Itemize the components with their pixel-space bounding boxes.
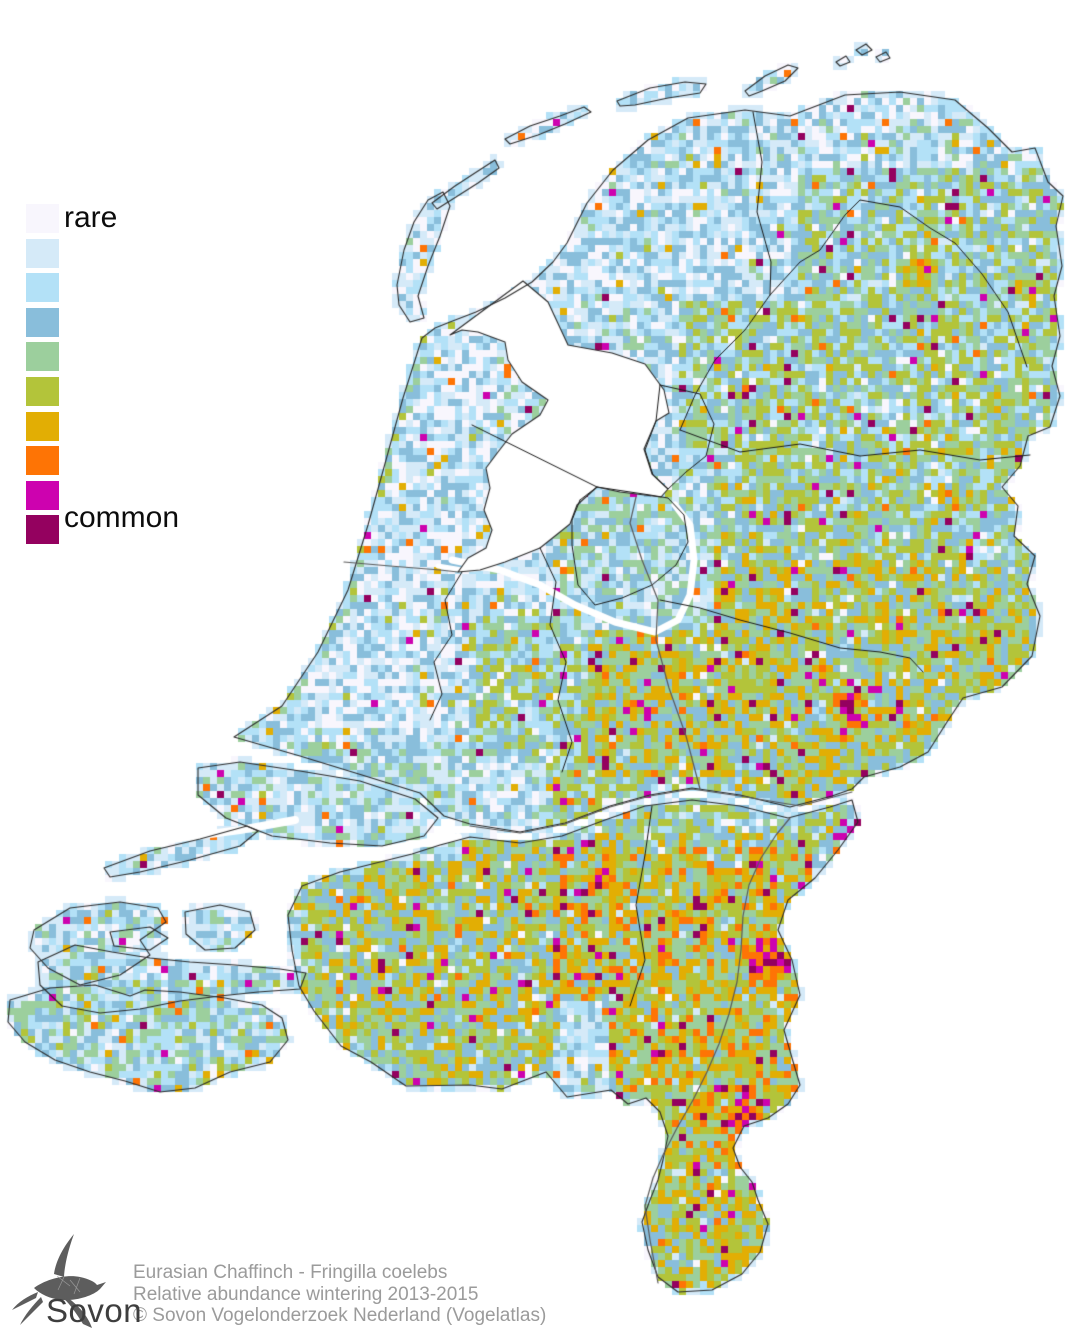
caption-attribution: © Sovon Vogelonderzoek Nederland (Vogela… (133, 1305, 547, 1326)
caption-species: Eurasian Chaffinch - Fringilla coelebs (133, 1262, 448, 1283)
caption-subtitle: Relative abundance wintering 2013-2015 (133, 1283, 479, 1305)
sovon-logo: Sovon (10, 1232, 143, 1336)
sovon-wordmark: Sovon (46, 1292, 143, 1329)
map-caption: Eurasian Chaffinch - Fringilla coelebs R… (133, 1262, 546, 1327)
swallow-logo-icon (12, 1234, 106, 1328)
